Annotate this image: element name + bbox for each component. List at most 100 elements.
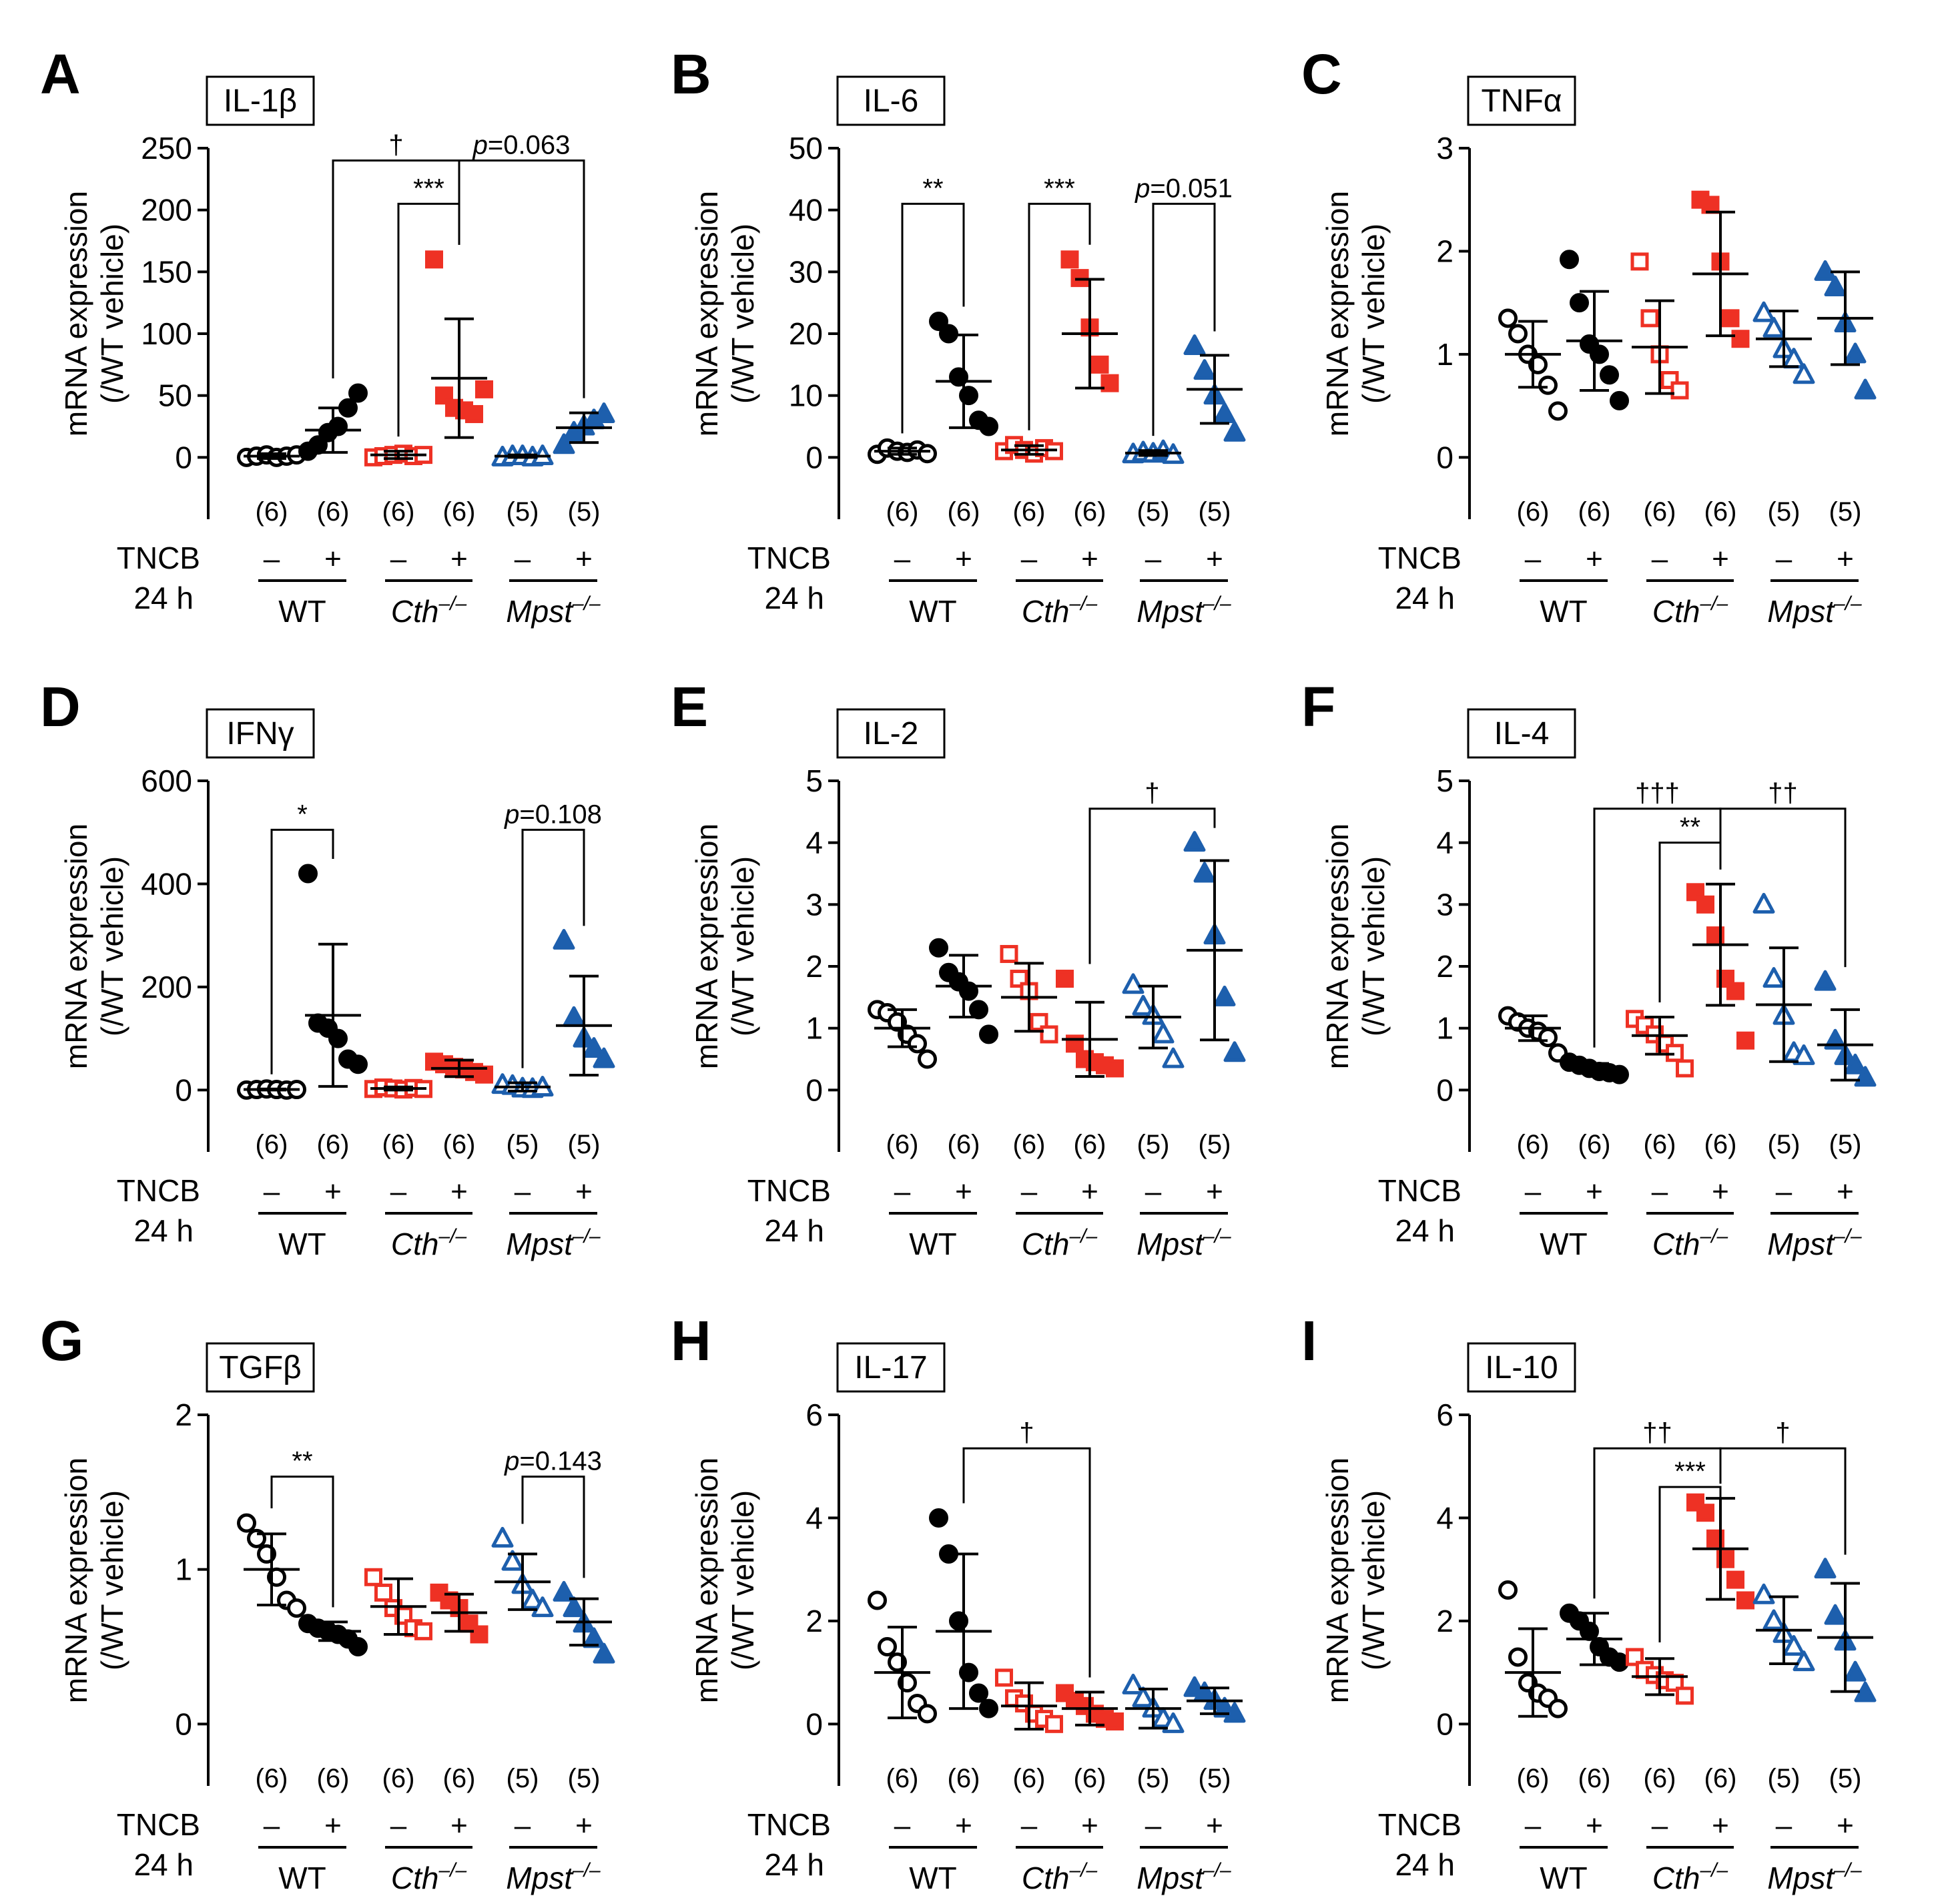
data-point xyxy=(1122,973,1145,994)
treatment-sign: + xyxy=(575,543,593,575)
data-point xyxy=(298,864,318,884)
n-label: (5) xyxy=(1137,1130,1170,1159)
data-point xyxy=(929,1508,948,1528)
data-point xyxy=(929,938,948,958)
time-label: 24 h xyxy=(764,1847,824,1882)
y-axis-label: (/WT vehicle) xyxy=(95,1490,129,1670)
data-point xyxy=(995,1668,1013,1687)
data-point xyxy=(287,1598,306,1618)
data-point xyxy=(414,1622,432,1640)
data-point xyxy=(308,435,328,455)
y-axis-label: mRNA expression xyxy=(689,1458,724,1703)
data-point xyxy=(1610,390,1629,410)
data-point xyxy=(1793,1044,1815,1065)
n-label: (6) xyxy=(1013,1130,1046,1159)
data-point xyxy=(1183,334,1206,356)
data-point xyxy=(531,1596,554,1618)
y-tick-label: 1 xyxy=(1436,1011,1453,1046)
sig-bracket xyxy=(1658,842,1722,1002)
n-label: (6) xyxy=(1644,1130,1676,1159)
y-tick-label: 4 xyxy=(1436,826,1453,860)
data-point xyxy=(491,1526,514,1548)
panel-letter: A xyxy=(40,43,81,105)
data-point xyxy=(1824,1604,1847,1625)
data-point xyxy=(1676,1686,1694,1705)
data-point xyxy=(1701,196,1720,214)
n-label: (6) xyxy=(317,1130,350,1159)
treatment-sign: – xyxy=(264,543,280,575)
n-label: (6) xyxy=(443,1130,476,1159)
time-label: 24 h xyxy=(133,1213,194,1248)
sig-bracket xyxy=(270,828,334,1074)
data-point xyxy=(1726,1570,1744,1589)
y-axis-label: (/WT vehicle) xyxy=(725,856,760,1036)
treatment-sign: + xyxy=(575,1175,593,1208)
treatment-sign: – xyxy=(1525,1809,1542,1842)
data-point xyxy=(1726,982,1744,1000)
sig-label: *** xyxy=(1044,174,1075,203)
y-tick-label: 100 xyxy=(141,316,192,351)
sig-label: † xyxy=(1775,1418,1790,1448)
n-label: (6) xyxy=(1578,1764,1611,1793)
n-label: (6) xyxy=(1704,1130,1737,1159)
treatment-sign: – xyxy=(894,543,911,575)
y-tick-label: 0 xyxy=(805,1072,823,1107)
data-point xyxy=(1600,365,1619,385)
sig-label: ††† xyxy=(1635,779,1680,808)
data-point xyxy=(1783,1635,1805,1656)
y-tick-label: 600 xyxy=(141,763,192,798)
y-tick-label: 2 xyxy=(805,1604,823,1638)
data-point xyxy=(1056,970,1074,988)
data-point xyxy=(979,416,998,436)
n-label: (5) xyxy=(1829,1130,1862,1159)
data-point xyxy=(1793,1650,1815,1672)
data-point xyxy=(1193,359,1216,380)
n-label: (6) xyxy=(1644,1764,1676,1793)
y-tick-label: 5 xyxy=(1436,763,1453,798)
genotype-label: Cth–/– xyxy=(1022,593,1098,629)
data-point xyxy=(1626,1648,1644,1666)
data-point xyxy=(364,1568,382,1586)
y-axis-label: (/WT vehicle) xyxy=(95,224,129,404)
n-label: (5) xyxy=(1829,1764,1862,1793)
n-label: (6) xyxy=(382,1764,415,1793)
data-point xyxy=(1162,1047,1185,1068)
y-tick-label: 50 xyxy=(158,378,192,413)
y-axis-label: (/WT vehicle) xyxy=(725,1490,760,1670)
genotype-label: Cth–/– xyxy=(1022,1225,1098,1261)
sig-bracket xyxy=(521,828,585,1068)
treatment-sign: – xyxy=(1652,1809,1668,1842)
genotype-label: Cth–/– xyxy=(1652,593,1728,629)
data-point xyxy=(1844,1660,1867,1682)
sig-label: ** xyxy=(292,1447,312,1476)
title-box xyxy=(206,75,315,126)
chart-title: IL-4 xyxy=(1494,716,1550,751)
title-box xyxy=(836,708,946,759)
treatment-sign: + xyxy=(575,1809,593,1842)
chart-title: TGFβ xyxy=(219,1350,302,1385)
data-point xyxy=(593,1047,615,1068)
y-tick-label: 2 xyxy=(1436,1604,1453,1638)
treatment-label: TNCB xyxy=(117,1807,200,1842)
y-tick-label: 2 xyxy=(175,1397,192,1432)
n-label: (5) xyxy=(1199,1130,1231,1159)
data-point xyxy=(1223,1041,1246,1062)
sig-label: p=0.143 xyxy=(504,1447,602,1476)
data-point xyxy=(908,1034,927,1054)
data-point xyxy=(1106,1712,1124,1730)
n-label: (5) xyxy=(1199,497,1231,527)
n-label: (6) xyxy=(382,1130,415,1159)
data-point xyxy=(348,1637,368,1656)
panel-C: C TNFα 0 1 2 3 mRNA expression (/WT vehicle) (6)… xyxy=(1301,43,1877,629)
treatment-sign: – xyxy=(1021,1809,1038,1842)
sig-bracket xyxy=(1719,1447,1847,1555)
data-point xyxy=(1793,363,1815,384)
y-tick-label: 1 xyxy=(1436,337,1453,372)
n-label: (5) xyxy=(1768,497,1801,527)
title-box xyxy=(206,708,315,759)
n-label: (6) xyxy=(1704,497,1737,527)
sig-bracket xyxy=(1028,202,1091,430)
treatment-sign: – xyxy=(1776,543,1793,575)
data-point xyxy=(1696,895,1714,914)
data-point xyxy=(1814,970,1837,991)
